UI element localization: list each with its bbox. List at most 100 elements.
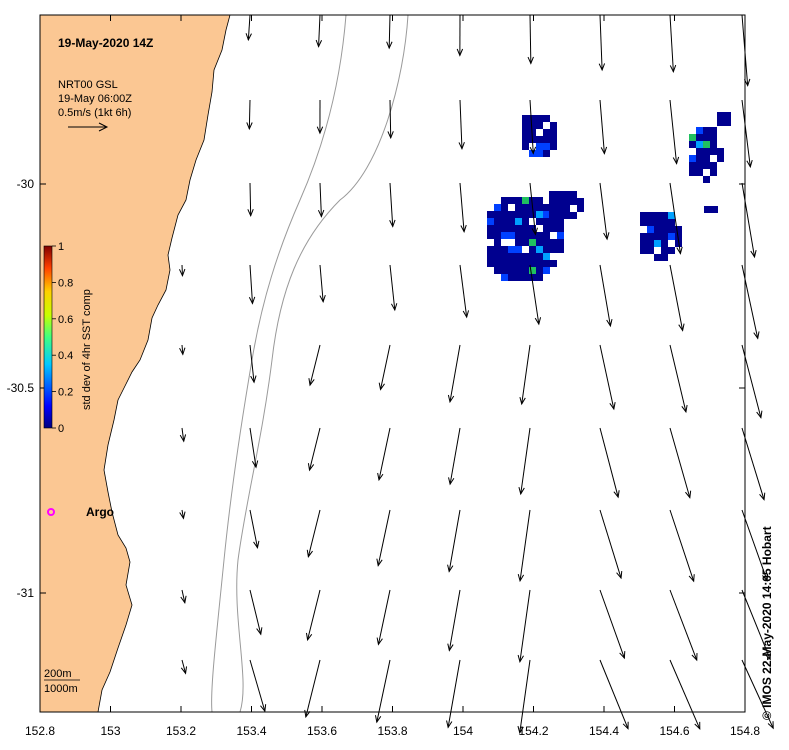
sst-cell [543,218,550,225]
current-vector-head [248,296,256,305]
sst-cell [494,253,501,260]
current-vector-arrow [741,99,751,167]
sst-cell [536,239,543,246]
sst-cell [710,162,717,169]
sst-cell [508,225,515,232]
sst-cell [501,260,508,267]
land-mass [39,14,231,713]
sst-cell [689,141,696,148]
sst-cell [508,274,515,281]
current-vector-head [179,268,186,277]
current-vector-head [308,378,315,387]
current-vector-head [676,246,683,255]
sst-cell [501,225,508,232]
current-vector-head [517,725,524,735]
sst-cell [717,112,724,119]
sst-cell [494,218,501,225]
current-vector-head [669,64,677,73]
lon-tick-label: 154.8 [730,724,760,738]
sst-cell [522,204,529,211]
current-vector-arrow [389,99,392,138]
current-vector-head [447,564,454,573]
current-vector-arrow [741,659,774,729]
sst-cell [661,226,668,233]
sst-cell [494,225,501,232]
sst-cell [522,267,529,274]
current-vector-head [446,720,453,729]
sst-cell [515,260,522,267]
current-vector-arrow [181,659,187,674]
current-vector-arrow [249,344,255,383]
current-vector-arrow [249,509,258,548]
sst-cell [543,204,550,211]
sst-cell [543,232,550,239]
sst-cell [704,206,711,213]
sst-cell [710,148,717,155]
current-vector-head [598,63,606,72]
current-vector-head [685,490,692,499]
current-vector-arrow [389,182,394,227]
sst-cell [508,246,515,253]
current-vector-arrow [318,14,321,47]
sst-cell [689,162,696,169]
lon-tick-label: 154 [453,724,473,738]
sst-cell [508,253,515,260]
sst-cell [640,247,647,254]
current-vector-arrow [520,427,531,495]
sst-cell [522,115,529,122]
current-vector-head [376,558,383,567]
current-vector-arrow [377,509,391,566]
current-vector-head [743,78,751,87]
sst-cell [661,240,668,247]
sst-cell [487,218,494,225]
lat-tick-label: -30.5 [7,381,35,395]
sst-cell [487,246,494,253]
sst-cell [557,239,564,246]
current-vector-head [307,463,315,472]
current-vector-arrow [529,182,536,235]
sst-cell [529,197,536,204]
lon-tick-label: 154.2 [518,724,548,738]
sst-cell [724,112,731,119]
colorbar-tick-label: 0.2 [58,387,73,399]
current-vector-head [389,219,396,228]
sst-cell [689,134,696,141]
sst-cell [710,141,717,148]
current-vector-head [179,511,186,520]
current-vector-arrow [319,182,322,217]
sst-cell [543,225,550,232]
sst-cell [536,115,543,122]
current-vector-arrow [378,427,391,480]
current-vector-head [672,156,680,165]
sst-cell [696,162,703,169]
sst-cell [522,197,529,204]
sst-cell [529,260,536,267]
sst-cell [536,218,543,225]
sst-cell [654,233,661,240]
current-vector-arrow [521,344,531,405]
isobath-1000m [236,14,409,713]
current-vector-head [762,573,769,582]
lat-tick-label: -31 [17,586,35,600]
current-vector-arrow [599,264,611,327]
current-vector-arrow [305,659,321,717]
sst-cell [501,197,508,204]
sst-cell [703,141,710,148]
current-vector-arrow [389,264,396,310]
sst-cell [529,246,536,253]
sst-cell [550,129,557,136]
argo-float-icon [47,508,55,516]
sst-cell [529,122,536,129]
current-vector-head [315,39,323,48]
colorbar [43,245,53,429]
current-vector-arrow [388,14,391,49]
sst-cell [703,127,710,134]
current-vector-head [179,347,186,356]
sst-cell [668,212,675,219]
current-vectors [179,14,774,735]
sst-cell [522,239,529,246]
current-vector-head [306,549,313,558]
sst-cell [556,212,563,219]
sst-cell [487,253,494,260]
sst-cell [543,239,550,246]
